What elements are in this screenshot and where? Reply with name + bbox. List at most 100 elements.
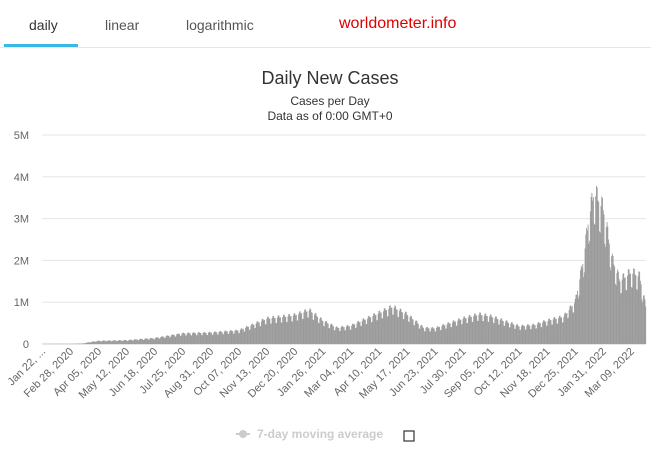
daily-bar <box>514 328 516 344</box>
daily-bar <box>235 329 237 344</box>
daily-bar <box>460 319 462 344</box>
daily-bar <box>205 332 207 344</box>
daily-bar <box>405 311 407 344</box>
daily-bar <box>201 335 203 344</box>
daily-bar <box>518 326 520 344</box>
tab-daily[interactable]: daily <box>29 17 58 33</box>
daily-bar <box>589 240 591 344</box>
daily-bar <box>321 320 323 344</box>
daily-bar <box>639 271 641 344</box>
chart-title: Daily New Cases <box>261 68 398 88</box>
daily-bar <box>286 322 287 344</box>
daily-bar <box>530 329 532 344</box>
daily-bar <box>621 279 623 344</box>
daily-bar <box>136 339 138 344</box>
daily-bar <box>313 320 315 344</box>
moving-average-checkbox[interactable] <box>403 430 415 442</box>
daily-bar <box>141 339 143 344</box>
daily-bar <box>612 255 614 344</box>
daily-bar <box>171 334 173 344</box>
daily-bar <box>148 339 150 344</box>
daily-bar <box>583 277 585 344</box>
daily-bar <box>175 336 177 344</box>
daily-bar <box>427 328 429 344</box>
daily-bar <box>626 289 628 344</box>
daily-bar <box>417 323 419 344</box>
daily-bar <box>135 339 137 344</box>
daily-bar <box>605 247 606 344</box>
y-tick-label: 0 <box>23 339 29 351</box>
daily-bar <box>282 314 284 344</box>
daily-bar <box>208 331 210 344</box>
daily-bar <box>165 336 167 344</box>
daily-bar <box>330 323 332 344</box>
daily-bar <box>605 226 607 344</box>
daily-bar <box>632 273 634 344</box>
daily-bar <box>479 312 481 344</box>
daily-bar <box>356 323 358 344</box>
daily-bar <box>599 232 601 344</box>
daily-bar <box>552 319 554 344</box>
daily-bar <box>386 316 388 344</box>
daily-bar <box>123 339 125 344</box>
daily-bar <box>561 317 563 344</box>
daily-bar <box>304 309 306 344</box>
daily-bar <box>593 223 595 344</box>
daily-bar <box>339 330 341 344</box>
daily-bar <box>120 340 122 344</box>
daily-bar <box>574 303 575 344</box>
daily-bar <box>426 326 428 344</box>
chart-subtitle-2: Data as of 0:00 GMT+0 <box>267 109 392 123</box>
daily-bar <box>318 323 320 344</box>
daily-bar <box>374 315 376 344</box>
daily-bar <box>221 331 223 344</box>
daily-bar <box>629 274 631 344</box>
daily-bar <box>423 328 425 344</box>
brand-link[interactable]: worldometer.info <box>339 15 457 32</box>
daily-bar <box>109 340 111 344</box>
daily-bar <box>589 211 591 344</box>
daily-bar <box>99 340 101 344</box>
daily-bar <box>548 318 550 344</box>
daily-bar <box>103 340 105 344</box>
daily-bar <box>364 319 366 344</box>
daily-bar <box>580 270 581 344</box>
daily-bar <box>502 320 503 344</box>
legend-moving-average[interactable]: 7-day moving average <box>257 427 383 441</box>
daily-bar <box>596 187 598 344</box>
daily-bar <box>411 316 412 344</box>
daily-bar <box>81 343 83 344</box>
daily-bar <box>508 327 510 344</box>
daily-bar <box>317 316 319 344</box>
daily-bar <box>140 338 142 344</box>
daily-bar <box>499 319 501 344</box>
daily-bar <box>509 327 511 344</box>
daily-bar <box>545 325 547 344</box>
daily-bar <box>549 320 551 344</box>
daily-bar <box>110 341 112 344</box>
daily-bar <box>559 315 561 344</box>
daily-bar <box>410 315 412 344</box>
daily-bar <box>217 334 219 344</box>
tab-linear[interactable]: linear <box>105 17 140 33</box>
daily-bar <box>570 307 572 344</box>
daily-bar <box>138 340 140 344</box>
daily-bar <box>616 272 618 344</box>
daily-bar <box>381 318 383 344</box>
daily-bar <box>508 322 509 344</box>
daily-bar <box>195 333 196 344</box>
daily-bar <box>377 313 379 344</box>
daily-bar <box>249 329 251 344</box>
daily-bar <box>98 340 100 344</box>
daily-bar <box>126 340 128 344</box>
daily-bar <box>107 340 109 344</box>
tab-logarithmic[interactable]: logarithmic <box>186 17 254 33</box>
daily-bar <box>420 324 422 344</box>
daily-bar <box>480 315 482 344</box>
daily-bar <box>270 323 272 344</box>
daily-bar <box>178 334 180 344</box>
daily-bar <box>129 339 131 344</box>
daily-bar <box>563 316 565 344</box>
daily-bar <box>127 340 129 344</box>
daily-bar <box>639 280 641 344</box>
